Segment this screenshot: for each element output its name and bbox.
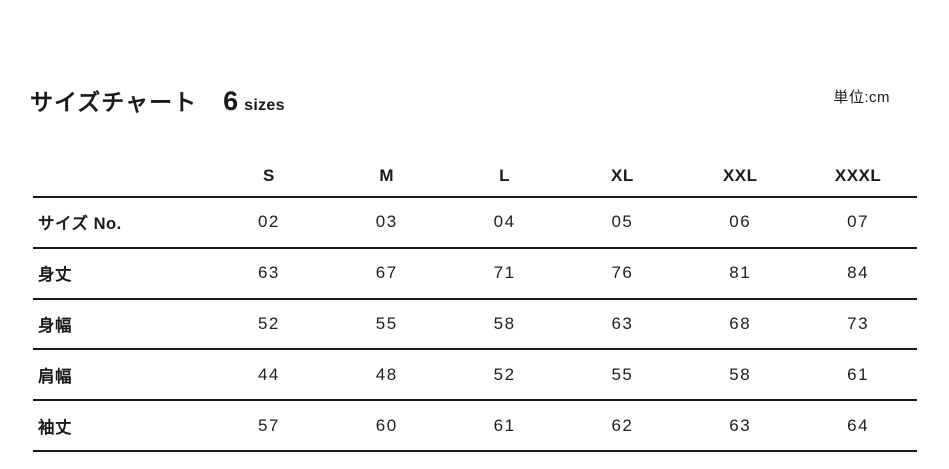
- table-row-body-width: 身幅 52 55 58 63 68 73: [33, 298, 917, 351]
- table-cell: 71: [445, 247, 564, 300]
- size-chart-table: S M L XL XXL XXXL サイズ No. 02 03 04 05 06…: [33, 155, 917, 452]
- size-count: 6: [223, 86, 239, 116]
- table-cell: 84: [799, 247, 917, 300]
- table-cell: 55: [327, 298, 446, 351]
- table-cell: 44: [210, 349, 328, 402]
- table-cell: 05: [563, 197, 682, 249]
- corner-cell: [33, 155, 210, 198]
- table-cell: 61: [799, 349, 917, 402]
- column-header-l: L: [445, 155, 564, 198]
- row-label-body-width: 身幅: [33, 298, 210, 351]
- row-label-body-length: 身丈: [33, 247, 210, 300]
- unit-label: 単位:cm: [833, 88, 890, 106]
- table-cell: 63: [681, 400, 800, 452]
- table-cell: 68: [681, 298, 800, 351]
- row-label-shoulder-width: 肩幅: [33, 349, 210, 402]
- table-cell: 63: [210, 247, 328, 300]
- table-cell: 03: [327, 197, 446, 249]
- table-row-body-length: 身丈 63 67 71 76 81 84: [33, 247, 917, 300]
- table-cell: 61: [445, 400, 564, 452]
- table-cell: 63: [563, 298, 682, 351]
- table-cell: 06: [681, 197, 800, 249]
- table-cell: 76: [563, 247, 682, 300]
- column-header-xxxl: XXXL: [799, 155, 917, 198]
- table-cell: 55: [563, 349, 682, 402]
- table-cell: 52: [445, 349, 564, 402]
- table-cell: 58: [681, 349, 800, 402]
- table-cell: 81: [681, 247, 800, 300]
- size-chart-header: サイズチャート 6 sizes 単位:cm: [30, 83, 890, 117]
- column-header-xl: XL: [563, 155, 682, 198]
- table-row-sleeve-length: 袖丈 57 60 61 62 63 64: [33, 400, 917, 452]
- table-row-size-no: サイズ No. 02 03 04 05 06 07: [33, 197, 917, 249]
- table-cell: 73: [799, 298, 917, 351]
- table-cell: 52: [210, 298, 328, 351]
- table-cell: 67: [327, 247, 446, 300]
- size-count-word: sizes: [244, 97, 285, 114]
- table-cell: 62: [563, 400, 682, 452]
- table-cell: 02: [210, 197, 328, 249]
- table-cell: 57: [210, 400, 328, 452]
- column-header-xxl: XXL: [681, 155, 800, 198]
- column-header-s: S: [210, 155, 328, 198]
- table-cell: 58: [445, 298, 564, 351]
- table-row-shoulder-width: 肩幅 44 48 52 55 58 61: [33, 349, 917, 402]
- table-header-row: S M L XL XXL XXXL: [33, 155, 917, 198]
- table-cell: 64: [799, 400, 917, 452]
- table-cell: 60: [327, 400, 446, 452]
- column-header-m: M: [327, 155, 446, 198]
- row-label-sleeve-length: 袖丈: [33, 400, 210, 452]
- table-cell: 04: [445, 197, 564, 249]
- row-label-size-no: サイズ No.: [33, 197, 210, 249]
- table-cell: 48: [327, 349, 446, 402]
- table-cell: 07: [799, 197, 917, 249]
- page-title: サイズチャート: [30, 89, 198, 115]
